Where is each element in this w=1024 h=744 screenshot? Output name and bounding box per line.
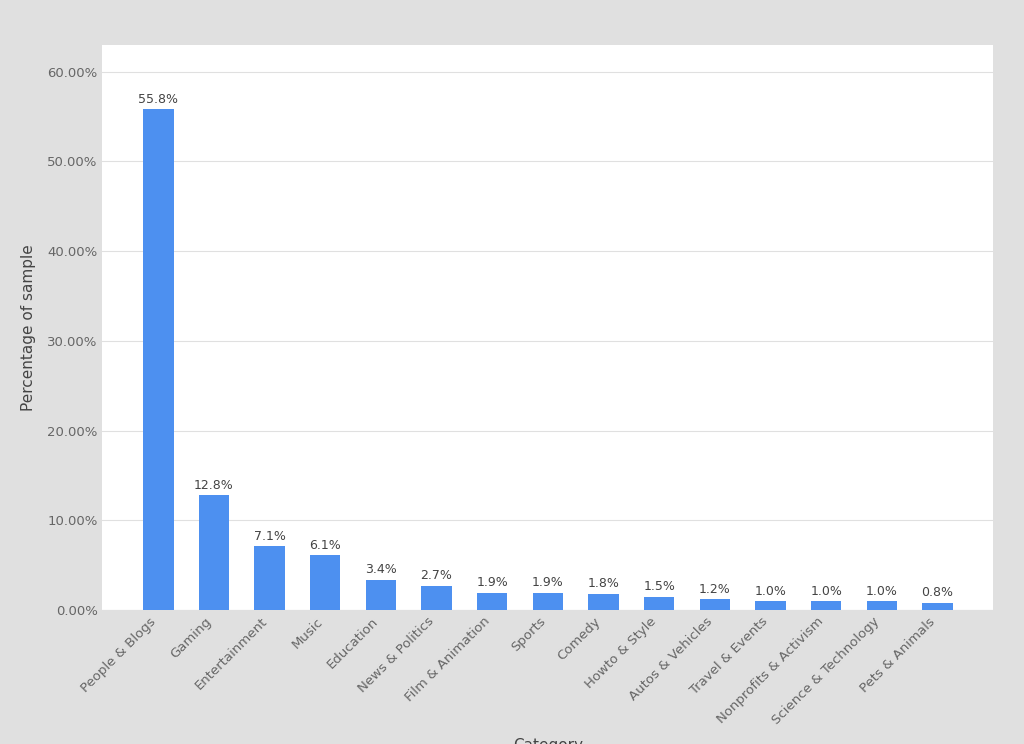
Bar [588, 594, 618, 610]
Bar [755, 601, 785, 610]
Text: 12.8%: 12.8% [194, 478, 233, 492]
Text: 1.8%: 1.8% [588, 577, 620, 590]
Text: 7.1%: 7.1% [254, 530, 286, 543]
Bar [254, 546, 285, 610]
Text: 1.9%: 1.9% [531, 577, 564, 589]
Bar [199, 496, 229, 610]
Text: 55.8%: 55.8% [138, 93, 178, 106]
X-axis label: Category: Category [513, 738, 583, 744]
Text: 1.9%: 1.9% [476, 577, 508, 589]
Bar [699, 600, 730, 610]
Text: 1.5%: 1.5% [643, 580, 675, 593]
Bar [310, 555, 341, 610]
Bar [143, 109, 173, 610]
Y-axis label: Percentage of sample: Percentage of sample [22, 244, 36, 411]
Bar [923, 603, 952, 610]
Bar [811, 601, 842, 610]
Text: 1.0%: 1.0% [866, 585, 898, 597]
Bar [644, 597, 675, 610]
Text: 1.2%: 1.2% [699, 583, 731, 596]
Bar [866, 601, 897, 610]
Text: 1.0%: 1.0% [810, 585, 842, 597]
Text: 1.0%: 1.0% [755, 585, 786, 597]
Text: 3.4%: 3.4% [365, 563, 396, 576]
Bar [421, 586, 452, 610]
Bar [532, 593, 563, 610]
Text: 6.1%: 6.1% [309, 539, 341, 552]
Bar [366, 580, 396, 610]
Text: 0.8%: 0.8% [922, 586, 953, 600]
Bar [477, 593, 508, 610]
Text: 2.7%: 2.7% [421, 569, 453, 583]
